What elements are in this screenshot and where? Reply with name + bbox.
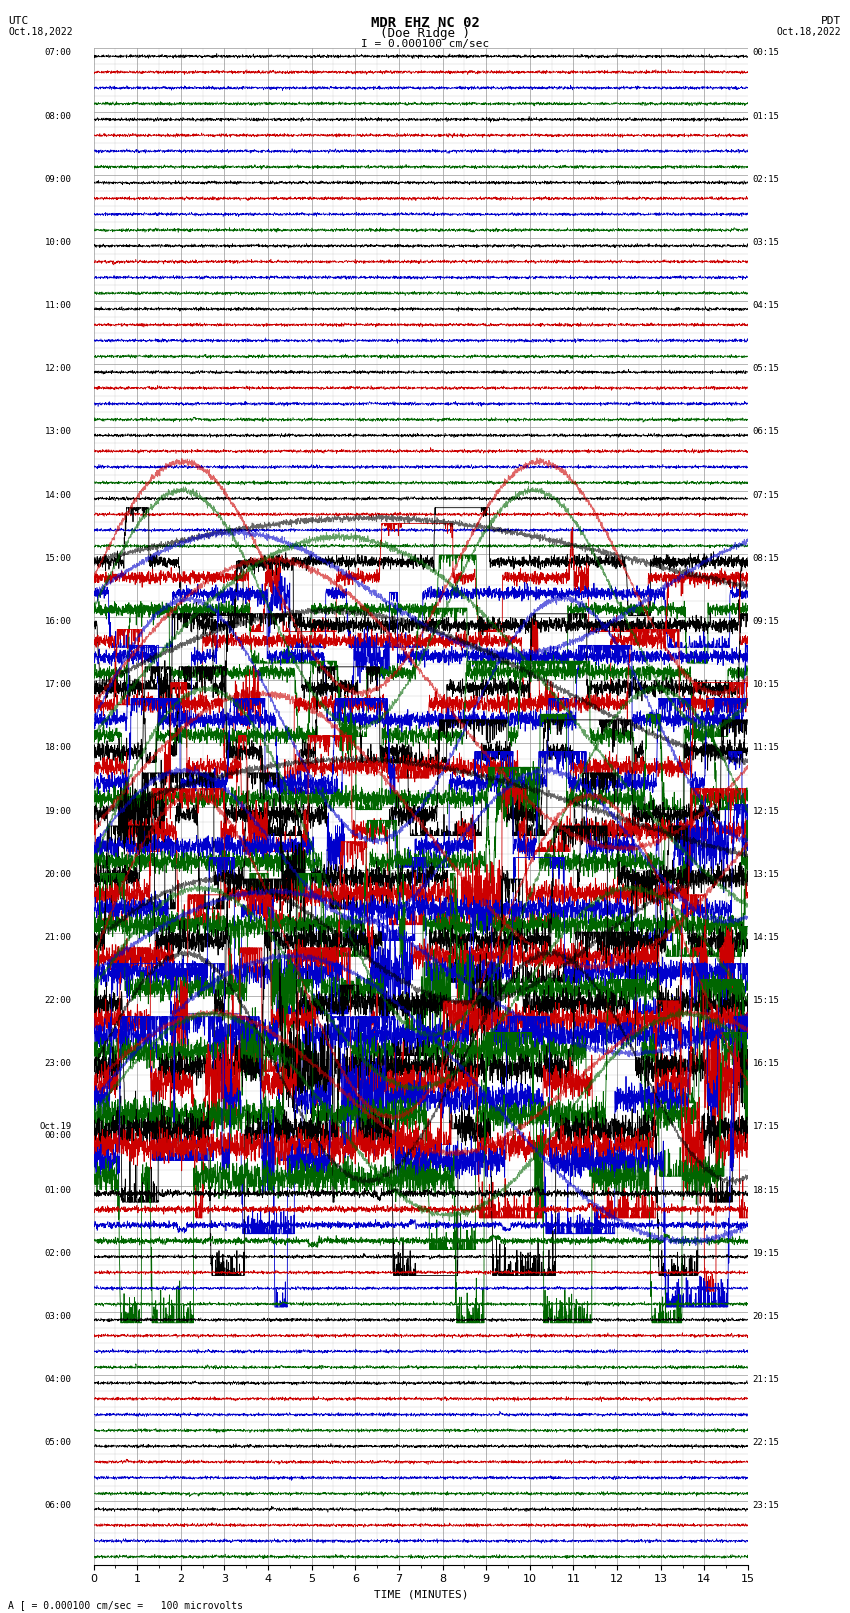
Text: 02:00: 02:00	[45, 1248, 71, 1258]
Text: 22:15: 22:15	[752, 1439, 779, 1447]
Text: 17:00: 17:00	[45, 681, 71, 689]
Text: 08:00: 08:00	[45, 111, 71, 121]
Text: 14:00: 14:00	[45, 490, 71, 500]
Text: 01:15: 01:15	[752, 111, 779, 121]
Text: 13:15: 13:15	[752, 869, 779, 879]
Text: 19:00: 19:00	[45, 806, 71, 816]
Text: 09:15: 09:15	[752, 618, 779, 626]
Text: 15:00: 15:00	[45, 553, 71, 563]
Text: PDT: PDT	[821, 16, 842, 26]
Text: 23:15: 23:15	[752, 1502, 779, 1510]
Text: 10:00: 10:00	[45, 239, 71, 247]
Text: 18:00: 18:00	[45, 744, 71, 752]
Text: Oct.18,2022: Oct.18,2022	[777, 27, 842, 37]
Text: 11:00: 11:00	[45, 302, 71, 310]
Text: 12:15: 12:15	[752, 806, 779, 816]
Text: 11:15: 11:15	[752, 744, 779, 752]
Text: UTC: UTC	[8, 16, 29, 26]
Text: 22:00: 22:00	[45, 997, 71, 1005]
Text: 20:00: 20:00	[45, 869, 71, 879]
Text: 05:00: 05:00	[45, 1439, 71, 1447]
Text: 14:15: 14:15	[752, 932, 779, 942]
Text: 21:15: 21:15	[752, 1374, 779, 1384]
Text: Oct.18,2022: Oct.18,2022	[8, 27, 73, 37]
Text: 12:00: 12:00	[45, 365, 71, 373]
X-axis label: TIME (MINUTES): TIME (MINUTES)	[373, 1590, 468, 1600]
Text: 16:15: 16:15	[752, 1060, 779, 1068]
Text: 00:15: 00:15	[752, 48, 779, 58]
Text: 06:15: 06:15	[752, 427, 779, 437]
Text: 13:00: 13:00	[45, 427, 71, 437]
Text: 07:00: 07:00	[45, 48, 71, 58]
Text: (Doe Ridge ): (Doe Ridge )	[380, 27, 470, 40]
Text: 15:15: 15:15	[752, 997, 779, 1005]
Text: 18:15: 18:15	[752, 1186, 779, 1195]
Text: 21:00: 21:00	[45, 932, 71, 942]
Text: 23:00: 23:00	[45, 1060, 71, 1068]
Text: 02:15: 02:15	[752, 174, 779, 184]
Text: 20:15: 20:15	[752, 1311, 779, 1321]
Text: 19:15: 19:15	[752, 1248, 779, 1258]
Text: 01:00: 01:00	[45, 1186, 71, 1195]
Text: 10:15: 10:15	[752, 681, 779, 689]
Text: 07:15: 07:15	[752, 490, 779, 500]
Text: 17:15: 17:15	[752, 1123, 779, 1131]
Text: 03:00: 03:00	[45, 1311, 71, 1321]
Text: 04:15: 04:15	[752, 302, 779, 310]
Text: 16:00: 16:00	[45, 618, 71, 626]
Text: 08:15: 08:15	[752, 553, 779, 563]
Text: 03:15: 03:15	[752, 239, 779, 247]
Text: Oct.19
00:00: Oct.19 00:00	[39, 1123, 71, 1140]
Text: 05:15: 05:15	[752, 365, 779, 373]
Text: I = 0.000100 cm/sec: I = 0.000100 cm/sec	[361, 39, 489, 48]
Text: MDR EHZ NC 02: MDR EHZ NC 02	[371, 16, 479, 31]
Text: 09:00: 09:00	[45, 174, 71, 184]
Text: A [ = 0.000100 cm/sec =   100 microvolts: A [ = 0.000100 cm/sec = 100 microvolts	[8, 1600, 243, 1610]
Text: 06:00: 06:00	[45, 1502, 71, 1510]
Text: 04:00: 04:00	[45, 1374, 71, 1384]
